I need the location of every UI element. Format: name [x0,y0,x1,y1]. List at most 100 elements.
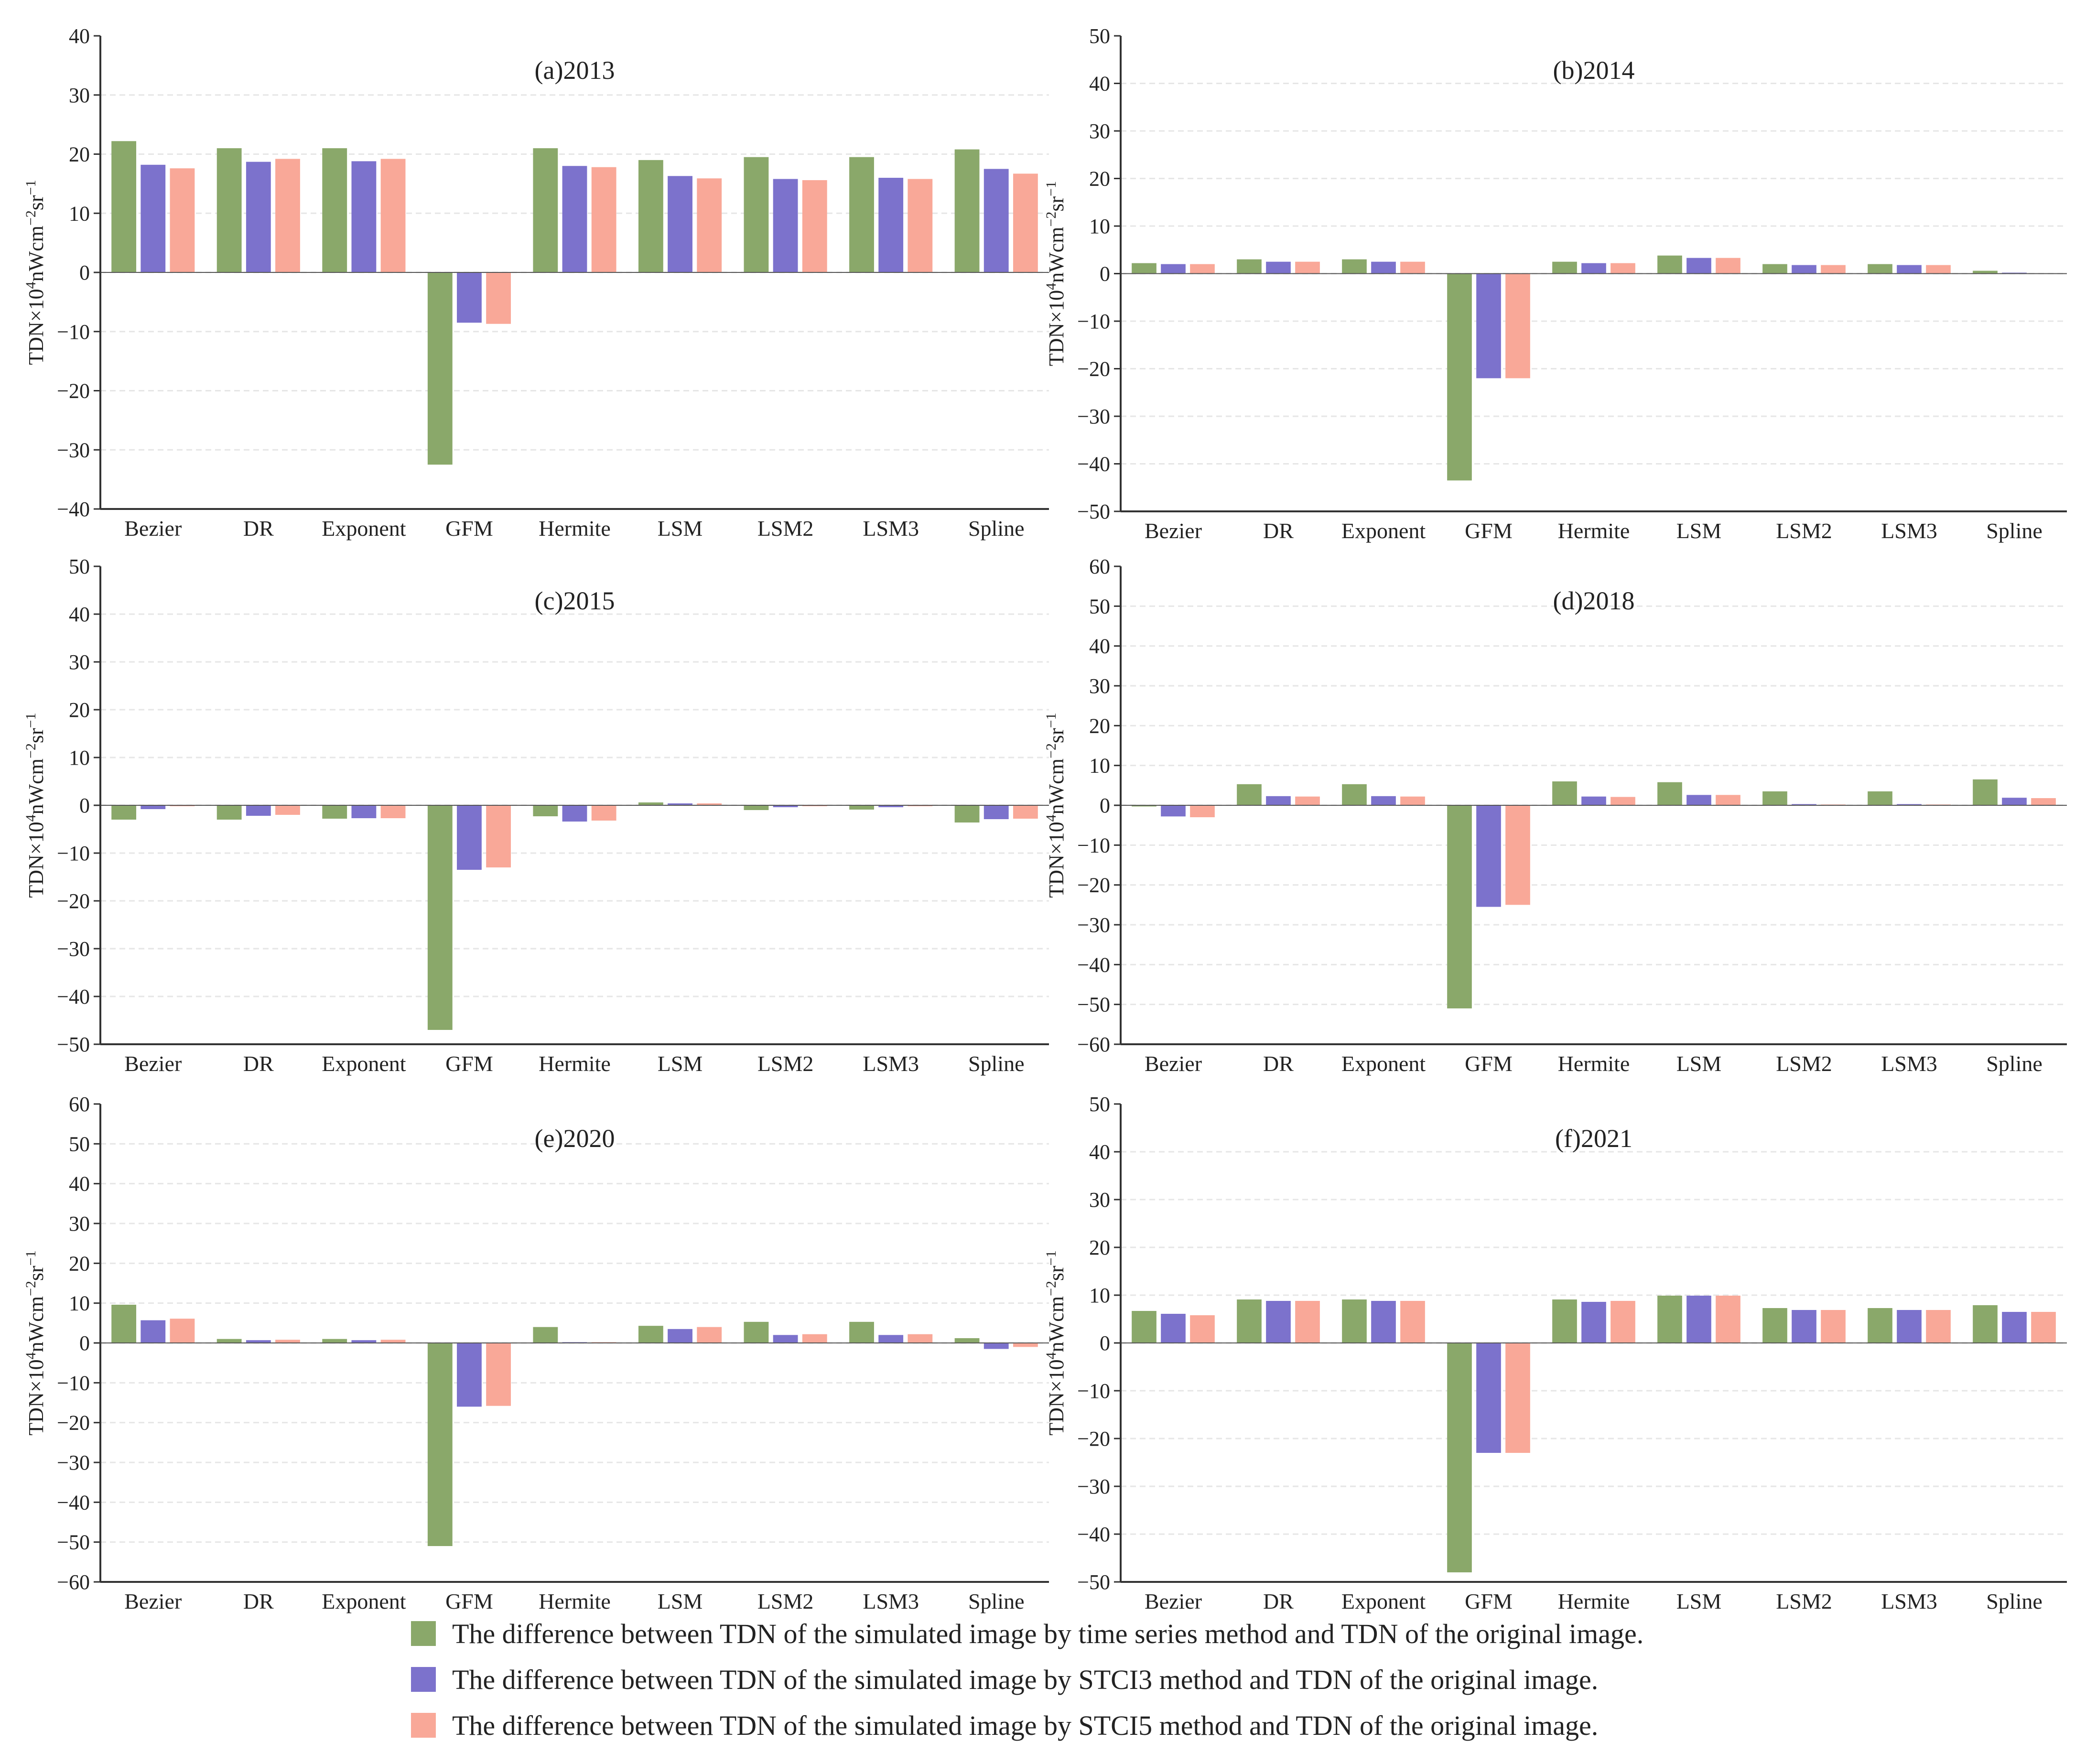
bar-stci5-dr [1295,796,1320,805]
bar-stci3-bezier [1161,264,1186,274]
y-tick-label: 10 [69,746,90,769]
x-tick-label: DR [1263,1589,1294,1613]
bar-stci3-bezier [141,805,166,809]
bar-stci3-exponent [351,161,377,272]
bar-stci5-bezier [1190,264,1215,274]
bar-stci3-exponent [1371,1301,1396,1343]
y-axis-label: TDN×104nWcm−2sr−1 [1043,181,1069,366]
bar-stci3-lsm [668,803,692,805]
bar-stci5-hermite [591,805,616,821]
y-tick-label: 20 [69,698,90,722]
y-tick-label: 20 [1089,1236,1110,1259]
x-tick-label: LSM [658,1589,703,1613]
y-tick-label: 60 [1089,555,1110,578]
bar-stci5-bezier [170,168,195,272]
bar-stci3-lsm2 [1792,265,1816,274]
bar-time-series-exponent [322,1339,347,1343]
x-tick-label: Exponent [322,516,406,541]
bar-stci3-gfm [1476,1343,1501,1453]
bar-stci3-gfm [1476,805,1501,907]
bar-time-series-bezier [111,805,137,820]
chart-4: −60 −50 −40 −30 −20 −10 0 10 20 30 40 50 60 Bezier DR E… [1043,555,2067,1076]
y-tick-label: 10 [69,1292,90,1315]
y-tick-label: 10 [69,202,90,225]
bar-time-series-dr [216,1339,242,1343]
bar-time-series-gfm [427,1343,453,1546]
bar-stci3-dr [246,1340,271,1343]
bar-time-series-hermite [533,805,558,816]
bar-time-series-hermite [533,1327,558,1343]
bar-stci5-gfm [1505,273,1530,379]
y-tick-label: 0 [1100,1331,1110,1355]
legend-swatch-stci3 [411,1667,436,1692]
x-tick-label: Spline [968,1589,1025,1613]
bar-stci5-spline [1013,805,1038,819]
bar-time-series-spline [1973,779,1998,805]
bar-stci5-lsm2 [802,1334,827,1343]
bar-time-series-exponent [322,805,347,819]
bar-stci3-lsm [1686,795,1711,805]
legend-swatch-stci5 [411,1713,436,1738]
legend-label-time-series: The difference between TDN of the simula… [452,1618,1644,1649]
bar-stci3-lsm3 [878,178,904,272]
bar-stci3-dr [1266,1301,1291,1343]
y-tick-label: 50 [1089,1093,1110,1116]
y-tick-label: 20 [1089,714,1110,737]
bar-time-series-hermite [533,148,558,272]
legend-item-stci5: The difference between TDN of the simula… [411,1702,1643,1748]
y-tick-label: −30 [1077,1475,1110,1498]
bar-time-series-lsm2 [744,805,769,810]
bar-time-series-gfm [427,272,453,465]
bar-time-series-bezier [111,1305,137,1343]
bar-time-series-exponent [322,148,347,272]
bar-time-series-lsm [638,802,663,805]
bar-time-series-lsm3 [1868,264,1892,274]
y-tick-label: 40 [1089,72,1110,96]
y-tick-label: −40 [57,1491,90,1514]
y-tick-label: 30 [1089,1188,1110,1212]
chart-3: −50 −40 −30 −20 −10 0 10 20 30 40 50 Bezier DR Expone… [23,555,1049,1076]
bar-time-series-lsm [1657,255,1682,274]
bar-time-series-gfm [1447,805,1472,1008]
y-tick-label: 50 [69,1132,90,1156]
y-tick-label: −10 [57,1371,90,1395]
bar-time-series-gfm [427,805,453,1030]
bar-stci3-lsm2 [1792,1310,1816,1343]
x-tick-label: LSM2 [757,516,814,541]
bar-time-series-lsm3 [1868,1308,1892,1343]
x-tick-label: Bezier [1145,1589,1202,1613]
x-tick-label: Hermite [1558,519,1630,543]
bar-time-series-bezier [1132,263,1156,274]
x-tick-label: LSM2 [757,1589,814,1613]
bar-stci5-bezier [1190,805,1215,817]
chart-2: −50 −40 −30 −20 −10 0 10 20 30 40 50 Bezier DR Expone… [1043,24,2067,543]
bar-time-series-dr [1237,259,1262,274]
y-tick-label: 0 [1100,794,1110,817]
y-tick-label: 50 [69,555,90,578]
legend-item-time-series: The difference between TDN of the simula… [411,1611,1643,1656]
bar-time-series-lsm [1657,782,1682,805]
bar-stci3-hermite [1581,1302,1606,1343]
bar-stci3-exponent [351,805,377,818]
y-tick-label: −10 [57,320,90,344]
bar-stci3-hermite [562,166,587,272]
y-tick-label: 40 [69,1172,90,1196]
bar-stci3-lsm3 [1897,804,1922,805]
bar-stci3-spline [2002,1312,2027,1343]
bar-stci3-hermite [1581,796,1606,805]
x-tick-label: LSM3 [1881,1051,1937,1076]
y-tick-label: 40 [69,24,90,48]
x-tick-label: DR [243,1051,274,1076]
x-tick-label: LSM3 [863,1589,919,1613]
legend-item-stci3: The difference between TDN of the simula… [411,1656,1643,1702]
x-tick-label: LSM [1676,519,1722,543]
bar-stci3-dr [246,162,271,272]
bar-stci3-gfm [457,1343,482,1407]
bar-time-series-lsm2 [744,1321,769,1343]
x-tick-label: Hermite [1558,1051,1630,1076]
y-axis-label: TDN×104nWcm−2sr−1 [1043,713,1069,898]
bar-stci5-gfm [1505,805,1530,905]
bar-stci3-hermite [562,805,587,822]
y-tick-label: −30 [1077,405,1110,428]
y-tick-label: −40 [1077,953,1110,976]
